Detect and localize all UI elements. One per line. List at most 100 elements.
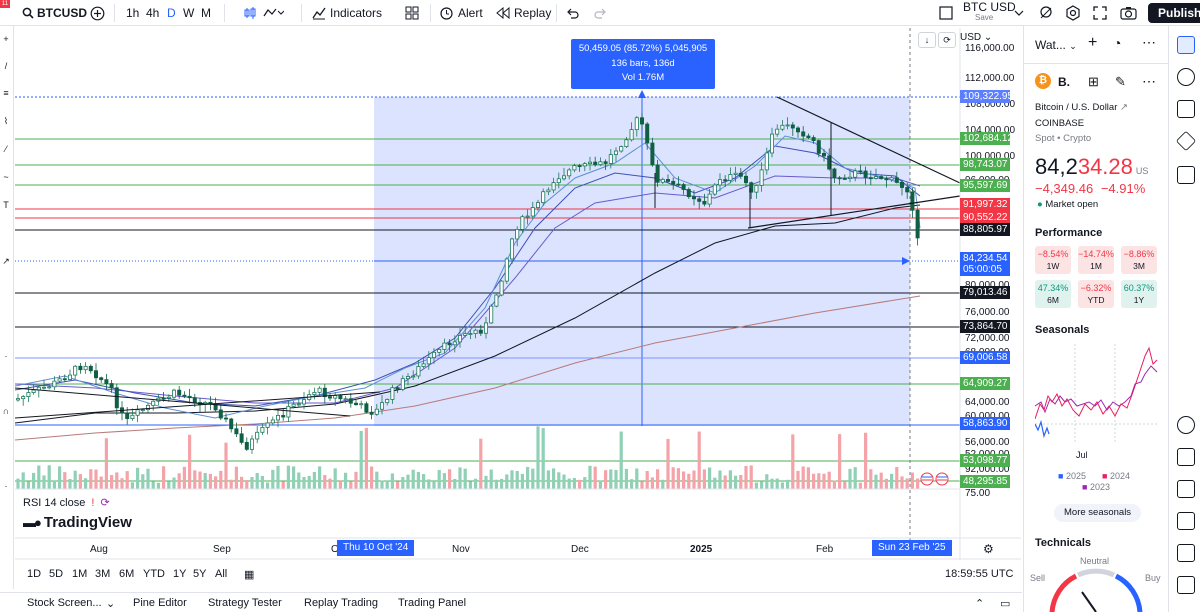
layout-menu-chevron-icon[interactable] xyxy=(1014,3,1024,23)
scroll-to-latest-button[interactable]: ↓ xyxy=(918,32,936,48)
interval-m[interactable]: M xyxy=(201,6,211,20)
layout-name[interactable]: BTC USD xyxy=(963,0,1016,14)
tradingview-logo[interactable]: ▬● TradingView xyxy=(23,514,132,531)
range-1y[interactable]: 1Y xyxy=(173,568,187,580)
replay-button[interactable]: Replay xyxy=(496,3,551,23)
indicators-button[interactable]: Indicators xyxy=(312,3,382,23)
symbol-full-name[interactable]: Bitcoin / U.S. Dollar ↗ xyxy=(1035,102,1128,113)
lock-tool-icon[interactable]: · xyxy=(4,481,8,491)
symbol-search-button[interactable]: BTCUSD xyxy=(22,3,87,23)
rsi-legend[interactable]: RSI 14 close ! ⟳ xyxy=(23,496,110,510)
price-chart[interactable]: 50,459.05 (85.72%) 5,045,905 136 bars, 1… xyxy=(15,28,1021,560)
reload-icon[interactable]: ⟳ xyxy=(100,497,110,509)
range-5y[interactable]: 5Y xyxy=(193,568,207,580)
brush-tool-icon[interactable]: ~ xyxy=(3,172,9,182)
warning-icon[interactable]: ! xyxy=(91,496,95,509)
alert-button[interactable]: Alert xyxy=(439,3,483,23)
tab-replay-trading[interactable]: Replay Trading xyxy=(304,597,378,609)
crosshair-tool-icon[interactable]: + xyxy=(3,34,9,44)
volume-bar xyxy=(422,474,426,489)
magnet-tool-icon[interactable]: ∩ xyxy=(2,406,10,416)
trendline-tool-icon[interactable]: / xyxy=(4,61,8,71)
interval-1h[interactable]: 1h xyxy=(126,6,140,20)
range-3m[interactable]: 3M xyxy=(95,568,111,580)
settings-button[interactable] xyxy=(1065,3,1081,23)
advanced-view-icon[interactable]: ◔ xyxy=(1113,35,1122,51)
fib-tool-icon[interactable]: ≡ xyxy=(3,88,9,98)
technicals-gauge[interactable] xyxy=(1046,568,1146,612)
performance-1y[interactable]: 60.37% 1Y xyxy=(1121,280,1157,308)
tab-pine-editor[interactable]: Pine Editor xyxy=(133,597,187,609)
range-ytd[interactable]: YTD xyxy=(143,568,165,580)
templates-button[interactable] xyxy=(405,3,419,23)
add-symbol-plus-icon[interactable]: + xyxy=(1088,34,1098,51)
snapshot-button[interactable] xyxy=(1120,3,1137,23)
utc-clock[interactable]: 18:59:55 UTC xyxy=(945,568,1014,580)
range-6m[interactable]: 6M xyxy=(119,568,135,580)
legend-2024[interactable]: ■ 2024 xyxy=(1102,471,1130,481)
seasonals-chart[interactable] xyxy=(1035,344,1159,444)
tab-trading-panel[interactable]: Trading Panel xyxy=(398,597,467,609)
interval-d[interactable]: D xyxy=(167,6,176,20)
performance-ytd[interactable]: −6.32% YTD xyxy=(1078,280,1114,308)
event-flag-icons[interactable] xyxy=(920,472,949,486)
candle-body xyxy=(15,398,21,401)
range-5d[interactable]: 5D xyxy=(49,568,64,580)
notifications-icon[interactable] xyxy=(1177,480,1195,498)
undo-button[interactable] xyxy=(566,3,579,23)
tab-strategy-tester[interactable]: Strategy Tester xyxy=(208,597,282,609)
more-options-icon[interactable]: ⋯ xyxy=(1142,34,1156,50)
alerts-clock-icon[interactable] xyxy=(1177,68,1195,86)
dom-panel-icon[interactable] xyxy=(1177,544,1195,562)
quick-search-button[interactable] xyxy=(1038,3,1054,23)
compare-symbol-button[interactable] xyxy=(90,3,105,23)
performance-1w[interactable]: −8.54% 1W xyxy=(1035,246,1071,274)
maximize-panel-icon[interactable]: ▭ xyxy=(1000,598,1011,610)
layers-icon[interactable] xyxy=(1175,130,1197,152)
layout-checkbox[interactable] xyxy=(939,3,953,23)
target-icon[interactable] xyxy=(1177,416,1195,434)
tab-stock-screener[interactable]: Stock Screen... xyxy=(27,597,102,609)
more-seasonals-button[interactable]: More seasonals xyxy=(1054,504,1142,522)
volume-bar xyxy=(718,470,722,489)
collapse-panel-chevron-icon[interactable]: ⌃ xyxy=(975,598,985,610)
goto-date-button[interactable]: ▦ xyxy=(244,568,254,581)
help-icon[interactable] xyxy=(1177,576,1195,594)
legend-2023[interactable]: ■ 2023 xyxy=(1082,482,1110,492)
watchlist-symbol[interactable]: B. xyxy=(1058,75,1070,89)
publish-button[interactable]: Publish xyxy=(1148,3,1200,23)
notification-badge[interactable]: 11 xyxy=(0,0,10,8)
legend-2025[interactable]: ■ 2025 xyxy=(1058,471,1086,481)
stock-screener-chevron-icon[interactable]: ⌄ xyxy=(106,598,116,610)
axis-settings-gear-icon[interactable]: ⚙ xyxy=(983,542,994,556)
interval-4h[interactable]: 4h xyxy=(146,6,160,20)
order-panel-icon[interactable] xyxy=(1177,512,1195,530)
calendar-icon[interactable] xyxy=(1177,448,1195,466)
range-1d[interactable]: 1D xyxy=(27,568,42,580)
data-window-icon[interactable] xyxy=(1177,100,1195,118)
currency-select[interactable]: USD ⌄ xyxy=(960,32,992,43)
save-label[interactable]: Save xyxy=(975,13,994,22)
watchlist-title[interactable]: Wat... ⌄ xyxy=(1035,38,1077,52)
fullscreen-button[interactable] xyxy=(1093,3,1107,23)
performance-6m[interactable]: 47.34% 6M xyxy=(1035,280,1071,308)
text-tool-icon[interactable]: T xyxy=(3,200,9,210)
grid-icon[interactable]: ⊞ xyxy=(1088,74,1099,89)
watchlist-icon[interactable] xyxy=(1177,36,1195,54)
chart-type-button[interactable] xyxy=(244,3,284,23)
range-1m[interactable]: 1M xyxy=(72,568,88,580)
edit-pencil-icon[interactable]: ✎ xyxy=(1115,74,1126,89)
auto-scale-button[interactable]: ⟳ xyxy=(938,32,956,48)
performance-3m[interactable]: −8.86% 3M xyxy=(1121,246,1157,274)
pattern-tool-icon[interactable]: ⌇ xyxy=(3,116,9,126)
performance-1m[interactable]: −14.74% 1M xyxy=(1078,246,1114,274)
forecast-tool-icon[interactable]: ⁄ xyxy=(5,144,7,154)
interval-w[interactable]: W xyxy=(183,6,195,20)
range-all[interactable]: All xyxy=(215,568,228,580)
chat-bubble-icon[interactable] xyxy=(1177,166,1195,184)
zoom-tool-icon[interactable]: · xyxy=(4,351,8,361)
more-options-icon[interactable]: ⋯ xyxy=(1142,73,1156,89)
chart-canvas[interactable] xyxy=(15,28,1021,560)
redo-button[interactable] xyxy=(594,3,607,23)
measure-tool-icon[interactable]: ↗ xyxy=(2,256,10,266)
